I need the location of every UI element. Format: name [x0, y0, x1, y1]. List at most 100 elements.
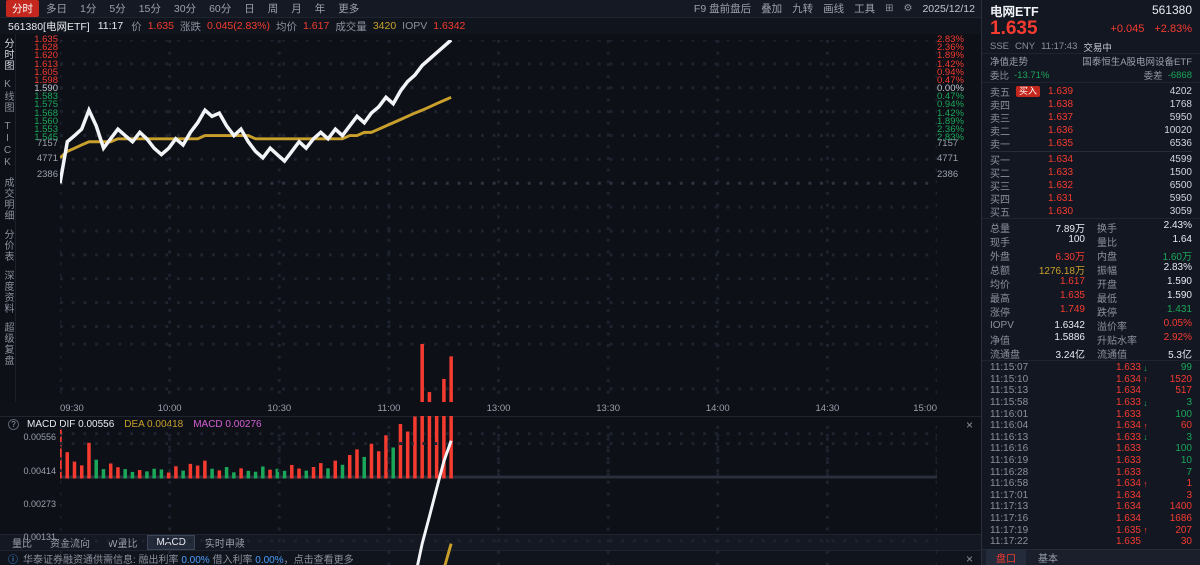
stat-row: 现手 100 量比 1.64: [982, 234, 1200, 249]
indicator-tab[interactable]: 量比: [12, 539, 32, 550]
rail-item[interactable]: 超级复盘: [2, 322, 13, 366]
period-tab[interactable]: 年: [314, 3, 326, 15]
tick-time: 11:17:28: [990, 548, 1040, 549]
toolbar-item[interactable]: 九转: [792, 3, 814, 15]
etf-name: 电网ETF: [990, 4, 1039, 19]
bid-row[interactable]: 买三 1.632 6500: [982, 179, 1200, 193]
price-axis-label: 1.598: [34, 74, 58, 86]
macd-chart: [60, 434, 937, 565]
plot-area[interactable]: 1.635 1.628 1.620 1.613 1.605 1.598 1.590 1.583…: [16, 34, 981, 479]
bid-row[interactable]: 买一 1.634 4599: [982, 153, 1200, 167]
intraday-chart: 分时图 K线图 TICK 成交明细分价表深度资料超级复盘 1.635 1.628 1.62…: [0, 34, 981, 479]
tick-price: 1.634: [1115, 385, 1141, 397]
header-fields: 价 1.635 涨跌 0.045(2.83%) 均价 1.617 成交量 3420 IOPV 1.…: [131, 19, 465, 34]
rail-item[interactable]: K线图: [2, 79, 13, 113]
close-icon[interactable]: ×: [965, 417, 973, 432]
stat-label: 最高: [990, 293, 1010, 305]
indicator-tab[interactable]: W量比: [108, 539, 138, 550]
period-tab[interactable]: 1分: [80, 3, 97, 15]
bid-row[interactable]: 买二 1.633 1500: [982, 166, 1200, 180]
bid-price: 1.632: [1048, 180, 1074, 191]
toolbar-item[interactable]: 工具: [854, 3, 876, 15]
indicator-tab[interactable]: MACD: [147, 535, 195, 550]
ask-volume: 6536: [1169, 138, 1192, 149]
quote-field-value: 0.045(2.83%): [206, 20, 271, 32]
ask-row[interactable]: 卖二 1.636 10020: [982, 124, 1200, 138]
tick-time: 11:15:07: [990, 362, 1029, 374]
tick-volume: 10: [1180, 455, 1192, 467]
panel-tab[interactable]: 基本: [1038, 554, 1058, 565]
lend-rate: 0.00%: [181, 555, 210, 565]
tick-volume: 1400: [1169, 501, 1192, 513]
stat-cell: 开盘 1.590: [1097, 276, 1192, 291]
up-arrow-icon: ↑: [1143, 525, 1148, 536]
period-tabs: 分时 多日 1分 5分 15分 30分 60分日周月年更多: [6, 0, 365, 17]
stat-cell: 外盘 6.30万: [990, 248, 1085, 263]
period-tab[interactable]: 30分: [173, 3, 197, 15]
indicator-tab[interactable]: 实时申赎: [204, 539, 245, 550]
settings-icon[interactable]: ⚙: [903, 3, 913, 14]
ask-row[interactable]: 卖五 买入 1.639 4202: [982, 85, 1200, 99]
stat-cell: 涨停 1.749: [990, 304, 1085, 319]
tick-row: 11:17:28 1.635 100: [982, 548, 1200, 549]
period-tab[interactable]: 周: [267, 3, 279, 15]
nav-trend-link[interactable]: 净值走势: [990, 57, 1029, 68]
macd-panel: ? MACD DIF 0.00556 DEA 0.00418 MACD 0.0027…: [0, 416, 981, 565]
tick-price: 1.633: [1115, 466, 1141, 478]
up-arrow-icon: ↑: [1143, 420, 1148, 431]
tick-time: 11:16:28: [990, 466, 1029, 478]
tick-time: 11:17:16: [990, 513, 1029, 525]
toolbar-item[interactable]: 画线: [823, 3, 845, 15]
see-more-link[interactable]: ，点击查看更多: [283, 555, 354, 565]
tick-row: 11:17:22 1.635 30: [982, 536, 1200, 548]
help-icon[interactable]: ?: [8, 419, 19, 430]
period-tab[interactable]: 月: [291, 3, 302, 15]
tick-row: 11:16:04 1.634 ↑ 60: [982, 420, 1200, 432]
period-tab[interactable]: 多日: [46, 3, 67, 15]
ask-row[interactable]: 卖四 1.638 1768: [982, 98, 1200, 112]
tick-price: 1.634: [1115, 513, 1141, 525]
tick-row: 11:16:19 1.633 10: [982, 455, 1200, 467]
bid-row[interactable]: 买五 1.630 3059: [982, 205, 1200, 219]
tick-row: 11:15:58 1.633 ↓ 3: [982, 397, 1200, 409]
rail-item[interactable]: 分时图: [2, 38, 13, 71]
tick-volume: 1520: [1169, 373, 1192, 385]
stat-cell: 振幅 2.83%: [1097, 262, 1192, 277]
top-toolbar: 分时 多日 1分 5分 15分 30分 60分日周月年更多 F9 盘前盘后 叠加 九转 画线 工具 …: [0, 0, 981, 18]
period-tab[interactable]: 更多: [338, 3, 360, 15]
ask-row[interactable]: 卖三 1.637 5950: [982, 111, 1200, 125]
quote-field-label: 均价: [276, 20, 298, 33]
ob-mid: 买入: [1016, 86, 1048, 97]
toolbar-item[interactable]: 叠加: [761, 3, 783, 15]
indicator-tab[interactable]: 资金流向: [50, 539, 90, 550]
rail-item[interactable]: 分价表: [2, 229, 13, 262]
rail-item[interactable]: 成交明细: [2, 177, 13, 221]
stat-cell: 流通盘 3.24亿: [990, 346, 1085, 361]
rail-item[interactable]: 深度资料: [2, 270, 13, 314]
tick-row: 11:17:01 1.634 3: [982, 490, 1200, 502]
stat-label: IOPV: [990, 319, 1014, 331]
tick-price: 1.634: [1115, 501, 1141, 513]
price-axis-label: 1.628: [34, 42, 58, 54]
toolbar-item[interactable]: F9 盘前盘后: [693, 3, 752, 15]
bid-row[interactable]: 买四 1.631 5950: [982, 192, 1200, 206]
buy-button[interactable]: 买入: [1016, 86, 1041, 97]
stat-value: 2.83%: [1163, 261, 1192, 273]
percent-axis-label: 0.00%: [937, 83, 964, 94]
period-tab[interactable]: 5分: [109, 3, 126, 15]
macd-axis-label: 0.00556: [23, 432, 56, 443]
period-tab[interactable]: 日: [244, 3, 255, 15]
close-icon[interactable]: ×: [965, 551, 973, 565]
period-tab[interactable]: 15分: [138, 3, 161, 15]
grid-icon[interactable]: ⊞: [885, 3, 894, 14]
borrow-rate: 0.00%: [255, 555, 284, 565]
period-tab[interactable]: 60分: [209, 3, 232, 15]
tick-list[interactable]: 11:15:07 1.633 ↓ 99 11:15:10 1.634 ↑ 1520 11:15:…: [982, 360, 1200, 549]
rail-item[interactable]: TICK: [2, 121, 13, 169]
ask-row[interactable]: 卖一 1.635 6536: [982, 137, 1200, 151]
panel-tab[interactable]: 盘口: [986, 550, 1026, 565]
stat-row: 流通盘 3.24亿 流通值 5.3亿: [982, 346, 1200, 361]
period-tab[interactable]: 分时: [6, 0, 39, 17]
stat-cell: 溢价率 0.05%: [1097, 318, 1192, 333]
